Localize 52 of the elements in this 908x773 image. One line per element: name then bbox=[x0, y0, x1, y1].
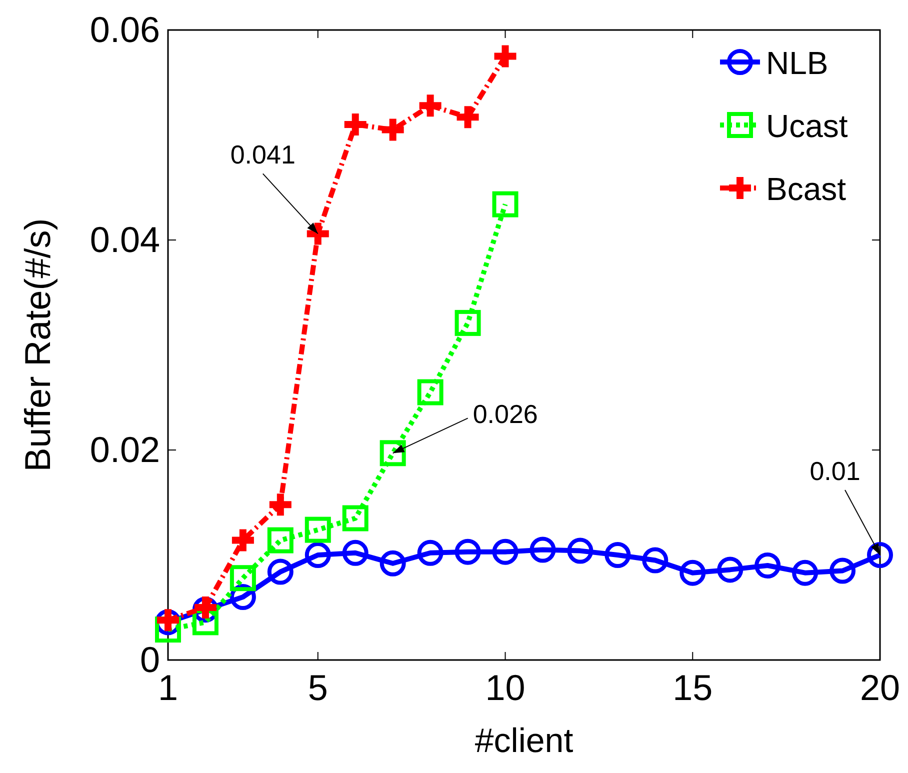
point bbox=[304, 516, 331, 543]
y-axis-title: Buffer Rate(#/s) bbox=[17, 218, 58, 472]
point bbox=[830, 558, 856, 584]
point bbox=[304, 542, 331, 568]
point bbox=[267, 558, 294, 585]
point bbox=[230, 565, 256, 592]
point bbox=[454, 310, 481, 336]
legend-label: Bcast bbox=[766, 171, 846, 207]
point bbox=[456, 106, 479, 128]
point bbox=[454, 538, 481, 565]
point bbox=[417, 540, 444, 566]
point bbox=[419, 94, 442, 117]
point bbox=[342, 505, 368, 532]
point bbox=[342, 540, 368, 566]
point bbox=[155, 616, 181, 643]
legend-label: NLB bbox=[766, 45, 828, 81]
annotation: 0.041 bbox=[230, 140, 296, 170]
annotation: 0.026 bbox=[472, 399, 538, 430]
point bbox=[417, 379, 444, 406]
point bbox=[567, 538, 594, 564]
point bbox=[754, 552, 781, 578]
point bbox=[267, 527, 294, 554]
x-axis-title: #client bbox=[474, 722, 574, 760]
point bbox=[604, 542, 631, 568]
y-tick-label: 0.06 bbox=[90, 9, 160, 50]
x-tick-label: 5 bbox=[308, 667, 328, 708]
y-tick-label: 0.04 bbox=[90, 219, 160, 260]
point bbox=[192, 609, 218, 636]
point bbox=[269, 494, 292, 516]
point bbox=[382, 118, 404, 141]
point bbox=[680, 560, 706, 586]
point bbox=[380, 550, 406, 576]
point bbox=[232, 529, 254, 552]
x-tick-label: 15 bbox=[672, 667, 713, 708]
point bbox=[867, 542, 893, 568]
legend-label: Ucast bbox=[766, 108, 848, 144]
x-tick-label: 20 bbox=[860, 667, 900, 708]
point bbox=[530, 536, 556, 563]
point bbox=[792, 560, 818, 586]
point bbox=[492, 538, 518, 565]
point bbox=[492, 191, 518, 218]
point bbox=[344, 114, 366, 136]
point bbox=[380, 440, 406, 466]
x-tick-label: 10 bbox=[485, 667, 526, 708]
y-tick-label: 0.02 bbox=[90, 429, 160, 470]
point bbox=[717, 556, 744, 583]
point bbox=[494, 45, 516, 68]
annotation: 0.01 bbox=[810, 456, 860, 486]
point bbox=[642, 547, 668, 574]
x-tick-label: 1 bbox=[158, 667, 178, 708]
point bbox=[306, 222, 329, 245]
y-tick-label: 0 bbox=[140, 639, 160, 680]
